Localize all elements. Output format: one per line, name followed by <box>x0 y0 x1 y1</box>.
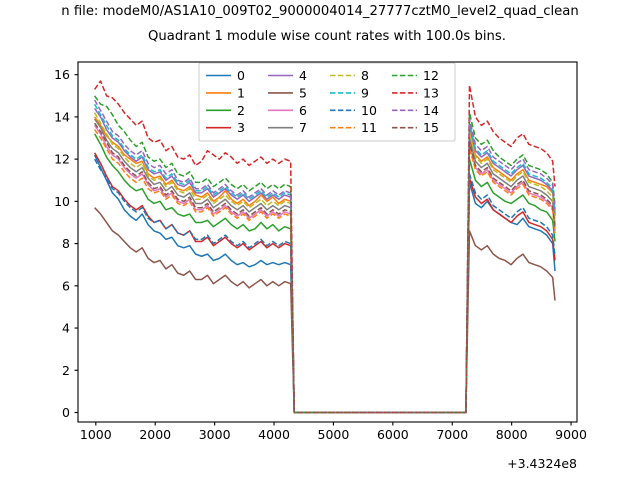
y-tick-label: 0 <box>62 405 70 420</box>
legend-label-14[interactable]: 14 <box>423 103 439 118</box>
y-axis-ticks: 0 2 4 6 8 10 12 14 16 <box>54 67 78 420</box>
data-line-15 <box>94 122 556 414</box>
data-line-4 <box>94 108 556 414</box>
data-line-6 <box>94 124 556 414</box>
legend-label-5[interactable]: 5 <box>299 85 307 100</box>
legend-label-1[interactable]: 1 <box>237 85 245 100</box>
y-tick-label: 8 <box>62 236 70 251</box>
data-line-14 <box>93 99 556 414</box>
data-line-13 <box>94 80 556 414</box>
legend-label-9[interactable]: 9 <box>361 85 369 100</box>
data-line-12 <box>94 95 556 414</box>
legend-label-13[interactable]: 13 <box>423 85 439 100</box>
data-line-3 <box>93 152 556 414</box>
x-tick-label: 9000 <box>555 427 587 442</box>
data-line-10 <box>93 158 556 414</box>
legend-label-6[interactable]: 6 <box>299 103 307 118</box>
x-tick-label: 5000 <box>318 427 350 442</box>
y-tick-label: 12 <box>54 152 70 167</box>
y-tick-label: 2 <box>62 363 70 378</box>
legend-label-11[interactable]: 11 <box>361 120 377 135</box>
data-lines <box>93 80 556 414</box>
data-line-5 <box>94 207 556 414</box>
x-tick-label: 3000 <box>199 427 231 442</box>
legend-label-10[interactable]: 10 <box>361 103 377 118</box>
x-axis-ticks: 1000 2000 3000 4000 5000 6000 7000 8000 9000 <box>80 422 587 442</box>
legend-label-3[interactable]: 3 <box>237 120 245 135</box>
y-tick-label: 4 <box>62 321 70 336</box>
x-axis-offset-label: +3.4324e8 <box>507 456 577 471</box>
legend-label-12[interactable]: 12 <box>423 68 439 83</box>
data-line-2 <box>93 133 556 414</box>
data-line-11 <box>94 129 556 414</box>
x-tick-label: 8000 <box>496 427 528 442</box>
legend-label-2[interactable]: 2 <box>237 103 245 118</box>
x-tick-label: 6000 <box>377 427 409 442</box>
legend-label-7[interactable]: 7 <box>299 120 307 135</box>
axes-title: Quadrant 1 module wise count rates with … <box>148 29 506 44</box>
legend-frame <box>198 62 456 142</box>
x-tick-label: 7000 <box>436 427 468 442</box>
legend-label-8[interactable]: 8 <box>361 68 369 83</box>
axes-frame <box>77 61 578 423</box>
data-line-7 <box>94 118 556 414</box>
figure-suptitle: n file: modeM0/AS1A10_009T02_9000004014_… <box>61 4 579 19</box>
data-line-8 <box>93 112 556 414</box>
x-tick-label: 1000 <box>80 427 112 442</box>
y-tick-label: 6 <box>62 278 70 293</box>
y-tick-label: 10 <box>54 194 70 209</box>
data-line-9 <box>93 103 556 414</box>
legend-label-0[interactable]: 0 <box>237 68 245 83</box>
x-tick-label: 4000 <box>258 427 290 442</box>
y-tick-label: 16 <box>54 67 70 82</box>
legend-label-15[interactable]: 15 <box>423 120 439 135</box>
axes-spines <box>77 61 578 423</box>
y-tick-label: 14 <box>54 109 70 124</box>
data-line-1 <box>94 116 556 414</box>
legend-label-4[interactable]: 4 <box>299 68 307 83</box>
x-tick-label: 2000 <box>139 427 171 442</box>
